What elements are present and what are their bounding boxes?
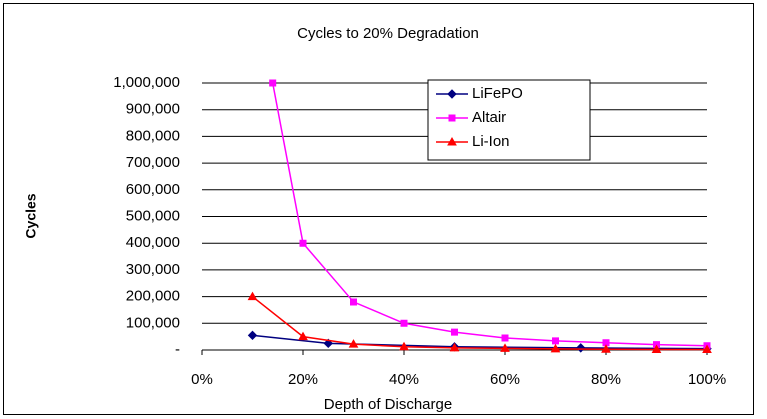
- series-line: [271, 82, 708, 347]
- data-point: [299, 239, 307, 247]
- data-point: [269, 79, 277, 87]
- chart-frame: [3, 3, 754, 415]
- y-tick-label: 500,000: [126, 207, 180, 224]
- legend-label: LiFePO: [472, 85, 523, 102]
- legend-marker: [448, 114, 456, 122]
- legend-marker: [447, 136, 457, 146]
- chart-title: Cycles to 20% Degradation: [297, 25, 479, 42]
- series-line: [252, 296, 707, 351]
- x-tick-label: 40%: [389, 371, 419, 388]
- x-tick-label: 20%: [288, 371, 318, 388]
- data-point: [399, 341, 409, 351]
- data-point: [247, 330, 258, 341]
- data-point: [500, 343, 510, 352]
- y-tick-label: 400,000: [126, 234, 180, 251]
- data-point: [550, 343, 561, 353]
- data-point: [350, 298, 357, 306]
- data-point: [451, 328, 458, 336]
- data-point: [449, 342, 460, 352]
- data-point: [702, 344, 712, 353]
- data-point: [298, 331, 308, 341]
- legend-label: Li-Ion: [472, 133, 510, 150]
- data-point: [651, 344, 662, 353]
- y-tick-label: 1,000,000: [113, 74, 180, 91]
- y-tick-label: 100,000: [126, 314, 180, 331]
- y-tick-label: 800,000: [126, 127, 180, 144]
- y-tick-label: 300,000: [126, 261, 180, 278]
- x-tick-label: 100%: [688, 371, 726, 388]
- legend-label: Altair: [472, 109, 506, 126]
- x-tick-label: 80%: [591, 371, 621, 388]
- data-point: [552, 337, 559, 345]
- y-tick-label: 200,000: [126, 288, 180, 305]
- data-point: [348, 339, 359, 348]
- data-point: [601, 344, 611, 353]
- x-tick-label: 0%: [191, 371, 213, 388]
- y-axis-label: Cycles: [23, 193, 39, 238]
- data-point: [501, 334, 509, 342]
- y-tick-label: -: [175, 341, 180, 358]
- data-point: [576, 343, 586, 353]
- data-point: [602, 339, 610, 347]
- data-point: [400, 319, 408, 327]
- x-tick-label: 60%: [490, 371, 520, 388]
- y-tick-label: 600,000: [126, 181, 180, 198]
- y-tick-label: 900,000: [126, 101, 180, 118]
- legend-marker: [447, 89, 457, 99]
- y-tick-label: 700,000: [126, 154, 180, 171]
- x-axis-label: Depth of Discharge: [324, 396, 452, 413]
- data-point: [247, 291, 258, 301]
